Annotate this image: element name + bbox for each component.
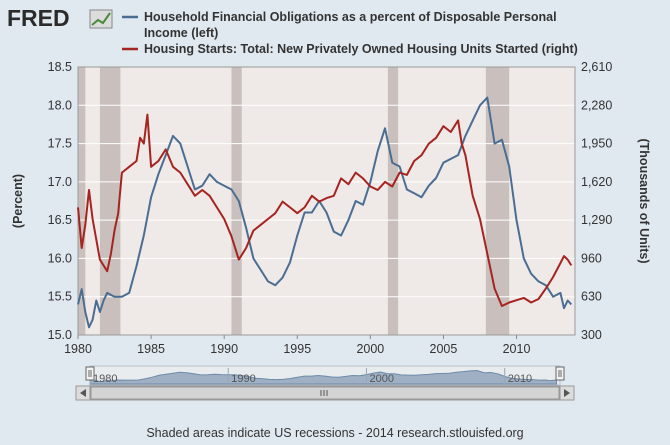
left-axis-title: (Percent) bbox=[11, 174, 25, 228]
navigator[interactable]: 1980 1990 2000 2010 bbox=[85, 365, 565, 386]
navigator-tick-label: 1990 bbox=[231, 373, 255, 385]
recession-band bbox=[231, 67, 242, 335]
legend-label-left-line2: Income (left) bbox=[144, 26, 218, 40]
series-line-housing-starts bbox=[77, 113, 573, 307]
x-tick-label: 1995 bbox=[283, 342, 311, 356]
left-tick-label: 17.0 bbox=[48, 175, 72, 189]
right-tick-label: 2,280 bbox=[581, 98, 612, 112]
right-tick-label: 960 bbox=[581, 251, 602, 265]
right-tick-label: 1,290 bbox=[581, 213, 612, 227]
right-tick-label: 2,610 bbox=[581, 60, 612, 74]
recession-band bbox=[78, 67, 86, 335]
x-tick-label: 1980 bbox=[64, 342, 92, 356]
left-tick-label: 17.5 bbox=[48, 137, 72, 151]
right-axis: 300 630 960 1,290 1,620 1,950 2,280 2,610 bbox=[581, 60, 612, 342]
left-tick-label: 16.0 bbox=[48, 251, 72, 265]
footer-note: Shaded areas indicate US recessions - 20… bbox=[146, 426, 524, 440]
left-tick-label: 18.0 bbox=[48, 98, 72, 112]
navigator-tick-label: 2010 bbox=[508, 373, 532, 385]
x-axis: 1980 1985 1990 1995 2000 2005 2010 bbox=[64, 335, 530, 356]
navigator-tick-label: 2000 bbox=[369, 373, 393, 385]
x-tick-label: 2000 bbox=[356, 342, 384, 356]
legend-label-left-line1: Household Financial Obligations as a per… bbox=[144, 10, 557, 24]
navigator-handle-right[interactable] bbox=[555, 366, 565, 381]
left-tick-label: 15.0 bbox=[48, 328, 72, 342]
left-tick-label: 18.5 bbox=[48, 60, 72, 74]
x-tick-label: 1990 bbox=[210, 342, 238, 356]
series-lines bbox=[77, 96, 573, 329]
series-line-financial-obligations bbox=[77, 96, 573, 329]
left-tick-label: 15.5 bbox=[48, 290, 72, 304]
x-tick-label: 1985 bbox=[137, 342, 165, 356]
scrollbar-thumb[interactable] bbox=[90, 386, 560, 400]
navigator-area-series bbox=[89, 369, 558, 385]
x-tick-label: 2005 bbox=[430, 342, 458, 356]
navigator-tick-label: 1980 bbox=[93, 373, 117, 385]
arrow-left-icon[interactable] bbox=[75, 385, 91, 401]
scrollbar[interactable] bbox=[75, 385, 575, 401]
right-axis-title: (Thousands of Units) bbox=[637, 139, 651, 264]
fred-brand: FRED bbox=[7, 5, 70, 31]
right-tick-label: 1,620 bbox=[581, 175, 612, 189]
fred-chart-icon bbox=[89, 9, 113, 29]
recession-band bbox=[485, 67, 510, 335]
legend: Household Financial Obligations as a per… bbox=[122, 10, 578, 56]
legend-label-right: Housing Starts: Total: New Privately Own… bbox=[144, 42, 578, 56]
plot-border bbox=[77, 66, 576, 336]
x-tick-label: 2010 bbox=[503, 342, 531, 356]
recession-band bbox=[387, 67, 399, 335]
fred-logo: FRED bbox=[7, 5, 113, 31]
left-axis: 15.0 15.5 16.0 16.5 17.0 17.5 18.0 18.5 bbox=[48, 60, 72, 342]
left-tick-label: 16.5 bbox=[48, 213, 72, 227]
right-tick-label: 300 bbox=[581, 328, 602, 342]
arrow-right-icon[interactable] bbox=[559, 385, 575, 401]
right-tick-label: 630 bbox=[581, 290, 602, 304]
navigator-ticks: 1980 1990 2000 2010 bbox=[89, 368, 532, 385]
scrollbar-grip-icon bbox=[320, 390, 328, 396]
navigator-handle-left[interactable] bbox=[85, 366, 95, 381]
right-tick-label: 1,950 bbox=[581, 137, 612, 151]
